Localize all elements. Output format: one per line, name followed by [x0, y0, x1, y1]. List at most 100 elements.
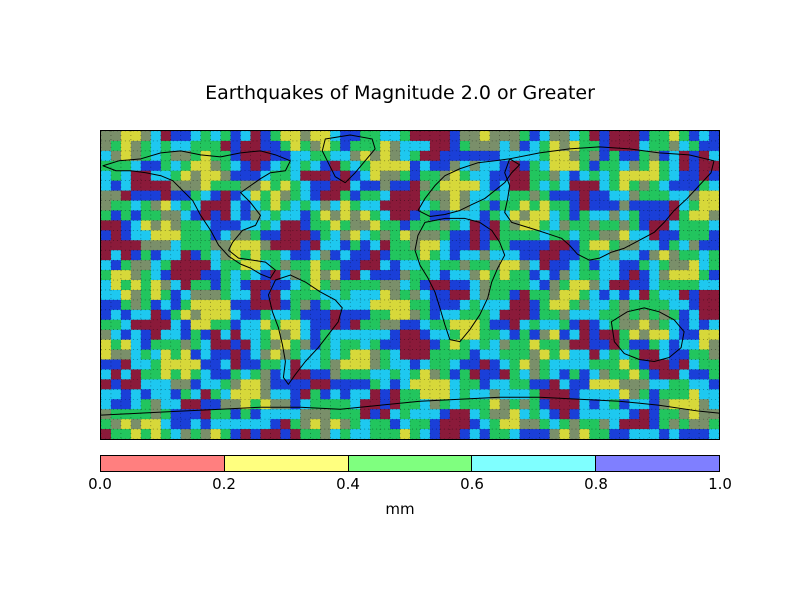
field-cell — [489, 170, 501, 182]
field-cell — [509, 379, 521, 390]
field-cell — [489, 319, 501, 331]
field-cell — [429, 280, 441, 291]
field-cell — [160, 210, 172, 222]
field-cell — [659, 419, 670, 430]
field-cell — [659, 329, 670, 341]
field-cell — [629, 250, 640, 261]
field-cell — [639, 289, 650, 301]
field-cell — [250, 329, 262, 341]
field-cell — [689, 309, 700, 321]
field-cell — [429, 200, 441, 212]
field-cell — [539, 230, 551, 241]
field-cell — [230, 359, 242, 371]
field-cell — [459, 190, 471, 202]
field-cell — [250, 339, 262, 351]
field-cell — [579, 319, 591, 331]
field-cell — [270, 140, 282, 152]
field-cell — [569, 319, 581, 331]
field-cell — [689, 131, 700, 142]
field-cell — [160, 359, 172, 371]
field-cell — [439, 399, 451, 410]
field-cell — [270, 260, 282, 271]
field-cell — [300, 349, 311, 361]
field-cell — [210, 200, 222, 212]
field-cell — [619, 289, 630, 301]
field-cell — [419, 329, 431, 341]
field-cell — [110, 170, 122, 182]
field-cell — [180, 190, 192, 202]
field-cell — [290, 190, 301, 202]
field-cell — [469, 230, 481, 241]
field-cell — [609, 240, 620, 251]
field-cell — [699, 180, 710, 192]
field-cell — [689, 299, 700, 311]
field-cell — [290, 429, 301, 439]
field-cell — [400, 200, 411, 212]
field-cell — [589, 180, 600, 192]
field-cell — [410, 180, 421, 192]
field-cell — [599, 339, 610, 351]
field-cell — [599, 150, 610, 162]
field-cell — [429, 240, 441, 251]
field-cell — [569, 200, 581, 212]
field-cell — [140, 200, 152, 212]
field-cell — [310, 359, 321, 371]
field-cell — [130, 389, 142, 400]
field-cell — [459, 389, 471, 400]
field-cell — [230, 240, 242, 251]
field-cell — [270, 250, 282, 261]
field-cell — [260, 409, 272, 420]
field-cell — [419, 429, 431, 439]
field-cell — [689, 339, 700, 351]
field-cell — [479, 260, 491, 271]
field-cell — [429, 369, 441, 380]
field-cell — [101, 240, 112, 251]
field-cell — [240, 289, 252, 301]
field-cell — [489, 210, 501, 222]
field-cell — [599, 260, 610, 271]
field-cell — [180, 329, 192, 341]
field-cell — [699, 299, 710, 311]
field-cell — [419, 289, 431, 301]
field-cell — [110, 419, 122, 430]
field-cell — [260, 150, 272, 162]
field-cell — [489, 250, 501, 261]
field-cell — [519, 190, 531, 202]
field-cell — [599, 349, 610, 361]
field-cell — [519, 299, 531, 311]
field-cell — [220, 220, 232, 231]
field-cell — [669, 319, 680, 331]
field-cell — [350, 299, 361, 311]
field-cell — [350, 210, 361, 222]
field-cell — [579, 200, 591, 212]
field-cell — [609, 369, 620, 380]
field-cell — [569, 309, 581, 321]
field-cell — [260, 160, 272, 172]
field-cell — [479, 230, 491, 241]
field-cell — [659, 399, 670, 410]
field-cell — [330, 131, 341, 142]
field-cell — [529, 160, 541, 172]
field-cell — [709, 160, 719, 172]
field-cell — [130, 140, 142, 152]
field-cell — [429, 289, 441, 301]
field-cell — [659, 200, 670, 212]
field-cell — [130, 180, 142, 192]
field-cell — [260, 429, 272, 439]
field-cell — [220, 349, 232, 361]
field-cell — [419, 180, 431, 192]
field-cell — [200, 419, 212, 430]
field-cell — [230, 389, 242, 400]
field-cell — [549, 131, 561, 142]
field-cell — [619, 131, 630, 142]
field-cell — [400, 289, 411, 301]
field-cell — [260, 140, 272, 152]
field-cell — [140, 230, 152, 241]
colorbar-bin-2 — [347, 456, 472, 471]
field-cell — [230, 230, 242, 241]
field-cell — [689, 419, 700, 430]
field-cell — [170, 240, 182, 251]
field-cell — [370, 160, 381, 172]
field-cell — [210, 240, 222, 251]
field-cell — [699, 210, 710, 222]
